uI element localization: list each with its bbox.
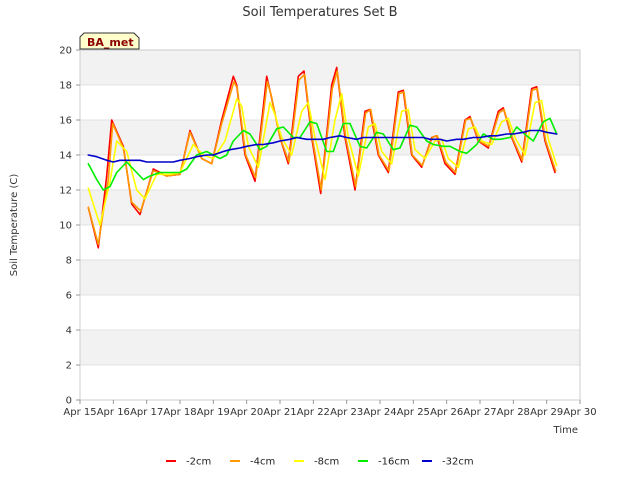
legend-label: -2cm [186, 457, 211, 468]
y-tick-label: 10 [59, 221, 72, 232]
legend-label: -32cm [442, 457, 474, 468]
legend-label: -8cm [314, 457, 339, 468]
y-axis-title: Soil Temperature (C) [9, 174, 20, 277]
x-tick-label: Apr 27 [463, 407, 496, 418]
y-tick-label: 0 [66, 396, 72, 407]
legend: -2cm -4cm -8cm -16cm -32cm [166, 457, 474, 468]
y-tick-label: 6 [66, 291, 72, 302]
series-line-4cm [87, 70, 557, 246]
x-tick-label: Apr 23 [330, 407, 363, 418]
series-line-32cm [87, 129, 558, 163]
y-tick-label: 8 [66, 256, 72, 267]
background-band [80, 155, 580, 190]
chart-title: Soil Temperatures Set B [242, 5, 397, 20]
series-line-16cm [87, 117, 558, 191]
background-band [80, 225, 580, 260]
y-tick-label: 18 [59, 81, 72, 92]
series-lines [87, 66, 558, 249]
x-tick-label: Apr 19 [197, 407, 230, 418]
background-band [80, 190, 580, 225]
y-axis-ticks: 0 2 4 6 8 10 12 14 16 18 20 [59, 46, 80, 407]
y-tick-label: 20 [59, 46, 72, 57]
x-tick-label: Apr 18 [163, 407, 196, 418]
y-tick-label: 16 [59, 116, 72, 127]
x-axis-title: Time [553, 425, 578, 436]
site-badge: BA_met [79, 32, 140, 50]
background-band [80, 330, 580, 365]
x-tick-label: Apr 15 [63, 407, 96, 418]
x-tick-label: Apr 29 [530, 407, 563, 418]
x-tick-label: Apr 30 [563, 407, 596, 418]
y-tick-label: 12 [59, 186, 72, 197]
legend-label: -16cm [378, 457, 410, 468]
legend-label: -4cm [250, 457, 275, 468]
x-tick-label: Apr 16 [97, 407, 130, 418]
background-band [80, 50, 580, 85]
x-tick-label: Apr 22 [297, 407, 330, 418]
x-axis-ticks: Apr 15 Apr 16 Apr 17 Apr 18 Apr 19 Apr 20 Apr … [63, 400, 597, 418]
y-tick-label: 4 [66, 326, 72, 337]
x-tick-label: Apr 17 [130, 407, 163, 418]
y-tick-label: 14 [59, 151, 72, 162]
x-tick-label: Apr 26 [430, 407, 463, 418]
y-tick-label: 2 [66, 361, 72, 372]
x-tick-label: Apr 21 [263, 407, 296, 418]
x-tick-label: Apr 28 [497, 407, 530, 418]
site-badge-label: BA_met [87, 36, 134, 49]
x-tick-label: Apr 24 [363, 407, 396, 418]
background-band [80, 260, 580, 295]
background-band [80, 365, 580, 400]
site-badge-box [79, 32, 140, 50]
background-band [80, 295, 580, 330]
x-tick-label: Apr 20 [230, 407, 263, 418]
x-tick-label: Apr 25 [397, 407, 430, 418]
